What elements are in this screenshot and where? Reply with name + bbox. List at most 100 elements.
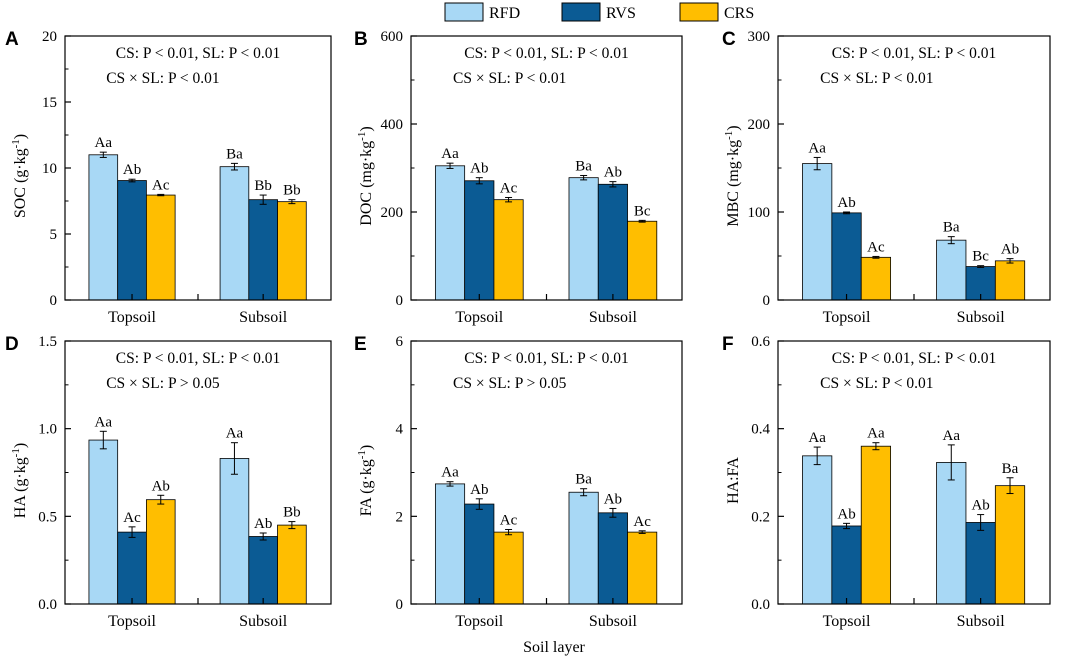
significance-label: Ac [152,177,170,193]
significance-label: Aa [95,135,113,151]
y-tick-label: 2 [396,509,404,525]
stats-line-1: CS: P < 0.01, SL: P < 0.01 [464,350,628,367]
y-tick-label: 0.0 [751,597,770,613]
significance-label: Aa [441,465,459,481]
x-tick-label-topsoil: Topsoil [108,309,156,326]
stats-line-2: CS × SL: P > 0.05 [453,375,567,392]
significance-label: Ba [943,220,960,236]
significance-label: Ab [254,516,272,532]
y-tick-label: 400 [381,117,404,133]
x-tick-label-subsoil: Subsoil [589,613,638,630]
stats-line-1: CS: P < 0.01, SL: P < 0.01 [116,350,280,367]
y-axis-label: HA:FA [725,457,742,504]
bar-rvs-subsoil [248,199,278,301]
bar-crs-topsoil [493,199,524,301]
significance-label: Ab [971,498,989,514]
bar-rfd-topsoil [434,165,466,301]
significance-label: Ab [837,195,855,211]
panel-e: E Aa Ba Ab Ab Ac Ac 0 2 4 6 Topsoil Subsoil FA (g·kg-… [354,334,683,630]
y-axis-label-end: ) [725,125,742,130]
legend-label-rvs: RVS [606,5,636,22]
bar-rvs-topsoil [831,212,862,301]
y-axis-label: FA (g·kg-1) [356,445,375,517]
stats-line-1: CS: P < 0.01, SL: P < 0.01 [832,350,996,367]
bar-crs-subsoil [627,531,658,605]
bar-crs-topsoil [860,256,892,301]
y-axis-label-main: FA (g·kg [358,459,375,516]
legend: RFD RVS CRS [444,2,754,22]
y-tick-label: 5 [50,227,58,243]
y-tick-label: 0.2 [751,509,770,525]
y-tick-label: 4 [396,422,404,438]
panel-f: F Aa Aa Ab Ab Aa Ba 0.0 0.2 0.4 0.6 Topsoil Subsoil H… [722,334,1051,630]
significance-label: Ac [500,512,518,528]
legend-swatch-rfd [444,2,484,22]
bar-rfd-subsoil [936,462,967,605]
y-tick-label: 20 [42,29,57,45]
significance-label: Bb [283,183,301,199]
bar-rvs-subsoil [597,183,628,301]
x-tick-label-subsoil: Subsoil [239,309,288,326]
x-tick-label-topsoil: Topsoil [108,613,156,630]
stats-line-1: CS: P < 0.01, SL: P < 0.01 [116,45,280,62]
y-axis-label: DOC (mg·kg-1) [356,126,375,225]
significance-label: Ab [123,162,141,178]
bar-crs-subsoil [994,260,1026,301]
x-tick-label-topsoil: Topsoil [823,613,871,630]
y-axis-label-end: ) [12,134,29,139]
stats-line-2: CS × SL: P > 0.05 [106,375,220,392]
y-axis-label: SOC (g·kg-1) [10,134,29,218]
stats-line-2: CS × SL: P < 0.01 [820,70,933,87]
y-tick-label: 0 [396,597,404,613]
y-tick-label: 0 [396,293,404,309]
significance-label: Aa [867,426,885,442]
significance-label: Ab [1001,242,1019,258]
panel-d: D Aa Aa Ac Ab Ab Bb 0.0 0.5 1.0 1.5 Topsoil Subsoil H… [5,334,332,630]
y-tick-label: 10 [42,161,57,177]
y-tick-label: 200 [748,117,771,133]
stats-line-1: CS: P < 0.01, SL: P < 0.01 [832,45,996,62]
significance-label: Aa [808,140,826,156]
bar-rvs-topsoil [117,531,147,605]
y-tick-label: 15 [42,95,57,111]
y-tick-label: 100 [748,205,771,221]
y-axis-label-superscript: -1 [10,448,22,457]
y-tick-label: 0.0 [38,597,57,613]
bar-crs-topsoil [493,531,524,605]
y-axis-label-main: MBC (mg·kg [725,140,742,227]
significance-label: Ac [867,239,885,255]
significance-label: Aa [808,430,826,446]
x-tick-label-subsoil: Subsoil [589,309,638,326]
y-tick-label: 0 [50,293,58,309]
stats-line-1: CS: P < 0.01, SL: P < 0.01 [464,45,628,62]
bar-rvs-subsoil [248,536,278,605]
legend-swatch-crs [679,2,719,22]
bar-rvs-topsoil [831,525,862,605]
bar-rfd-subsoil [219,166,250,301]
significance-label: Bc [972,249,989,265]
stats-line-2: CS × SL: P < 0.01 [820,375,933,392]
significance-label: Ac [500,180,518,196]
bar-rvs-topsoil [464,180,495,301]
y-axis-label: MBC (mg·kg-1) [723,125,742,226]
y-tick-label: 0 [763,293,771,309]
y-axis-label-superscript: -1 [356,450,368,459]
bar-crs-topsoil [145,194,176,301]
significance-label: Ac [633,514,651,530]
stats-line-2: CS × SL: P < 0.01 [453,70,566,87]
significance-label: Ab [837,506,855,522]
significance-label: Ba [575,158,592,174]
x-tick-label-topsoil: Topsoil [823,309,871,326]
x-tick-label-topsoil: Topsoil [455,613,503,630]
bar-rfd-subsoil [568,177,599,301]
panel-letter: B [354,29,368,50]
significance-label: Ab [604,491,622,507]
y-axis-label-main: SOC (g·kg [12,148,29,218]
y-axis-label-superscript: -1 [10,139,22,148]
y-tick-label: 200 [381,205,404,221]
stats-line-2: CS × SL: P < 0.01 [106,70,219,87]
y-tick-label: 6 [396,334,404,350]
significance-label: Bb [283,505,301,521]
